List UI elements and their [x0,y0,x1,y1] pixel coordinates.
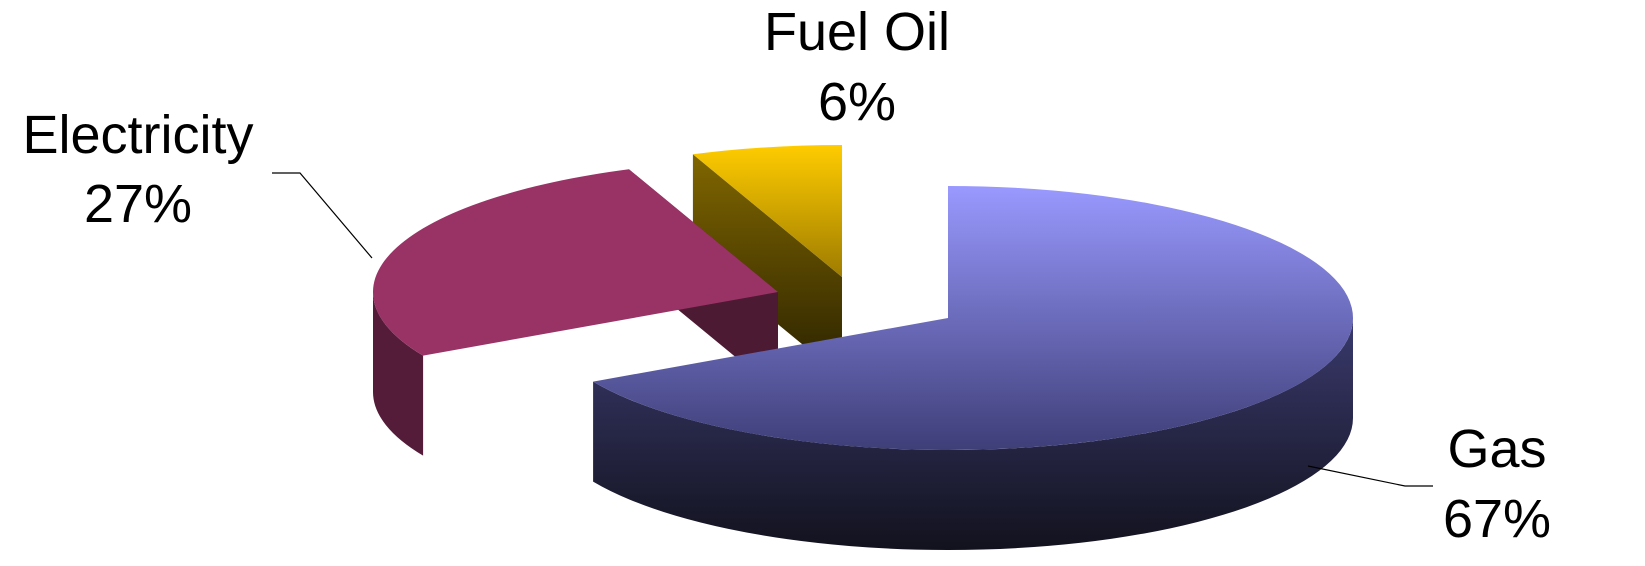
slice-gas-top [593,186,1353,450]
leader-line-electricity [272,172,373,259]
slice-electricity-top [372,169,778,356]
value-fuel-oil: 6% [818,72,896,132]
label-gas: Gas [1447,419,1546,479]
slice-fuel-oil-side [692,154,842,377]
leader-line-gas [1307,465,1433,487]
slice-fuel-oil-top [692,145,842,277]
slice-gas-side [593,318,1353,551]
slice-fuel-oil [692,145,842,377]
label-fuel-oil: Fuel Oil [764,2,950,62]
slice-electricity-side [373,292,424,456]
value-electricity: 27% [84,174,192,234]
label-electricity: Electricity [22,105,253,165]
slice-gas [593,186,1353,551]
value-gas: 67% [1443,489,1551,549]
slice-electricity [372,169,778,456]
